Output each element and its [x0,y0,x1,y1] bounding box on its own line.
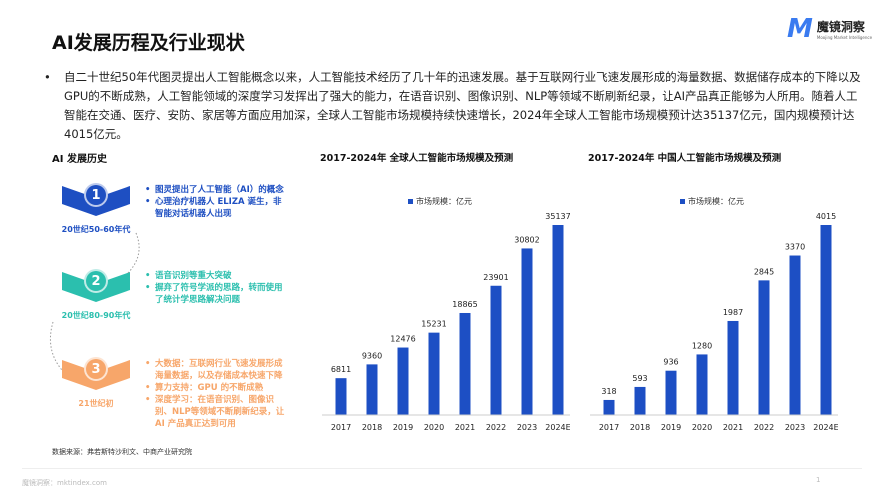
logo-m-icon: M [787,14,813,44]
stage-point: 语音识别等重大突破 [145,270,285,282]
bar [789,255,801,415]
data-label: 12476 [390,335,415,344]
data-label: 2845 [754,267,774,276]
bar [634,386,646,415]
stage-era: 20世纪80-90年代 [61,311,131,320]
page-title: AI发展历程及行业现状 [52,32,245,54]
intro-text: 自二十世纪50年代图灵提出人工智能概念以来，人工智能技术经历了几十年的迅速发展。… [64,70,861,141]
chart2-title: 2017-2024年 中国人工智能市场规模及预测 [588,153,782,164]
footer-site: 魔镜洞察：mktindex.com [22,479,107,487]
stage-era: 20世纪50-60年代 [61,225,131,234]
stage-number: 1 [84,183,108,207]
logo-subtitle: Moojing Market Intelligence [816,35,873,40]
stage-number: 3 [84,357,108,381]
x-tick-label: 2020 [692,423,712,432]
x-tick-label: 2023 [785,423,805,432]
x-tick-label: 2018 [630,423,650,432]
x-tick-label: 2017 [331,423,351,432]
bar [428,332,440,415]
stage-point: 大数据：互联网行业飞速发展形成海量数据，以及存储成本快速下降 [145,358,285,382]
bar [820,225,832,415]
stage-points: 语音识别等重大突破摒弃了符号学派的思路，转而使用了统计学思路解决问题 [145,270,285,306]
chart1-title: 2017-2024年 全球人工智能市场规模及预测 [320,153,514,164]
legend-swatch-icon [680,199,685,204]
chart2: 318 2017 593 2018 936 2019 1280 2020 1987 2021 284… [590,212,838,432]
data-label: 23901 [483,273,508,282]
x-tick-label: 2024E [545,423,570,432]
history-title: AI 发展历史 [52,154,107,165]
bar [696,354,708,415]
stage-era: 21世纪初 [78,399,114,408]
data-label: 9360 [362,351,382,360]
bar [490,285,502,415]
x-tick-label: 2020 [424,423,444,432]
data-label: 30802 [514,235,539,244]
bar [397,347,409,415]
bar [521,248,533,415]
stage-point: 算力支持：GPU 的不断成熟 [145,382,285,394]
chart1: 6811 2017 9360 2018 12476 2019 15231 2020 18865 2… [322,212,570,432]
intro-paragraph: • 自二十世纪50年代图灵提出人工智能概念以来，人工智能技术经历了几十年的迅速发展… [44,68,864,144]
bar [335,378,347,415]
x-tick-label: 2022 [754,423,774,432]
footer-divider [22,468,862,469]
x-tick-label: 2021 [455,423,475,432]
x-tick-label: 2019 [661,423,681,432]
data-label: 18865 [452,300,477,309]
stage-point: 摒弃了符号学派的思路，转而使用了统计学思路解决问题 [145,282,285,306]
data-label: 936 [663,358,678,367]
bullet-icon: • [44,70,51,84]
logo: M 魔镜洞察 Moojing Market Intelligence [787,14,872,44]
bar [603,399,615,415]
data-label: 1280 [692,341,712,350]
logo-name: 魔镜洞察 [816,20,865,34]
x-tick-label: 2018 [362,423,382,432]
x-tick-label: 2017 [599,423,619,432]
stage-points: 大数据：互联网行业飞速发展形成海量数据，以及存储成本快速下降算力支持：GPU 的… [145,358,285,430]
x-tick-label: 2022 [486,423,506,432]
x-tick-label: 2024E [813,423,838,432]
data-label: 593 [632,374,647,383]
stage-points: 图灵提出了人工智能（AI）的概念心理治疗机器人 ELIZA 诞生，非智能对话机器… [145,184,285,220]
legend-label: 市场规模：亿元 [688,197,744,206]
chart2-legend: 市场规模：亿元 [680,196,744,207]
bar [727,320,739,415]
x-tick-label: 2019 [393,423,413,432]
data-source: 数据来源：弗若斯特沙利文、中商产业研究院 [52,448,192,456]
bar [665,370,677,415]
data-label: 4015 [816,212,836,221]
page-number: 1 [816,476,821,484]
data-label: 1987 [723,308,743,317]
bar [459,312,471,415]
data-label: 318 [601,387,616,396]
stage-number: 2 [84,269,108,293]
timeline-dotted-connectors [50,232,140,371]
data-label: 6811 [331,365,351,374]
legend-swatch-icon [408,199,413,204]
data-label: 35137 [545,212,570,221]
bar [552,225,564,415]
x-tick-label: 2023 [517,423,537,432]
bar [366,364,378,415]
stage-point: 深度学习：在语音识别、图像识别、NLP等领域不断刷新纪录，让 AI 产品真正达到… [145,394,285,430]
x-tick-label: 2021 [723,423,743,432]
stage-point: 图灵提出了人工智能（AI）的概念 [145,184,285,196]
legend-label: 市场规模：亿元 [416,197,472,206]
stage-point: 心理治疗机器人 ELIZA 诞生，非智能对话机器人出现 [145,196,285,220]
data-label: 15231 [421,320,446,329]
data-label: 3370 [785,243,805,252]
chart1-legend: 市场规模：亿元 [408,196,472,207]
bar [758,280,770,415]
